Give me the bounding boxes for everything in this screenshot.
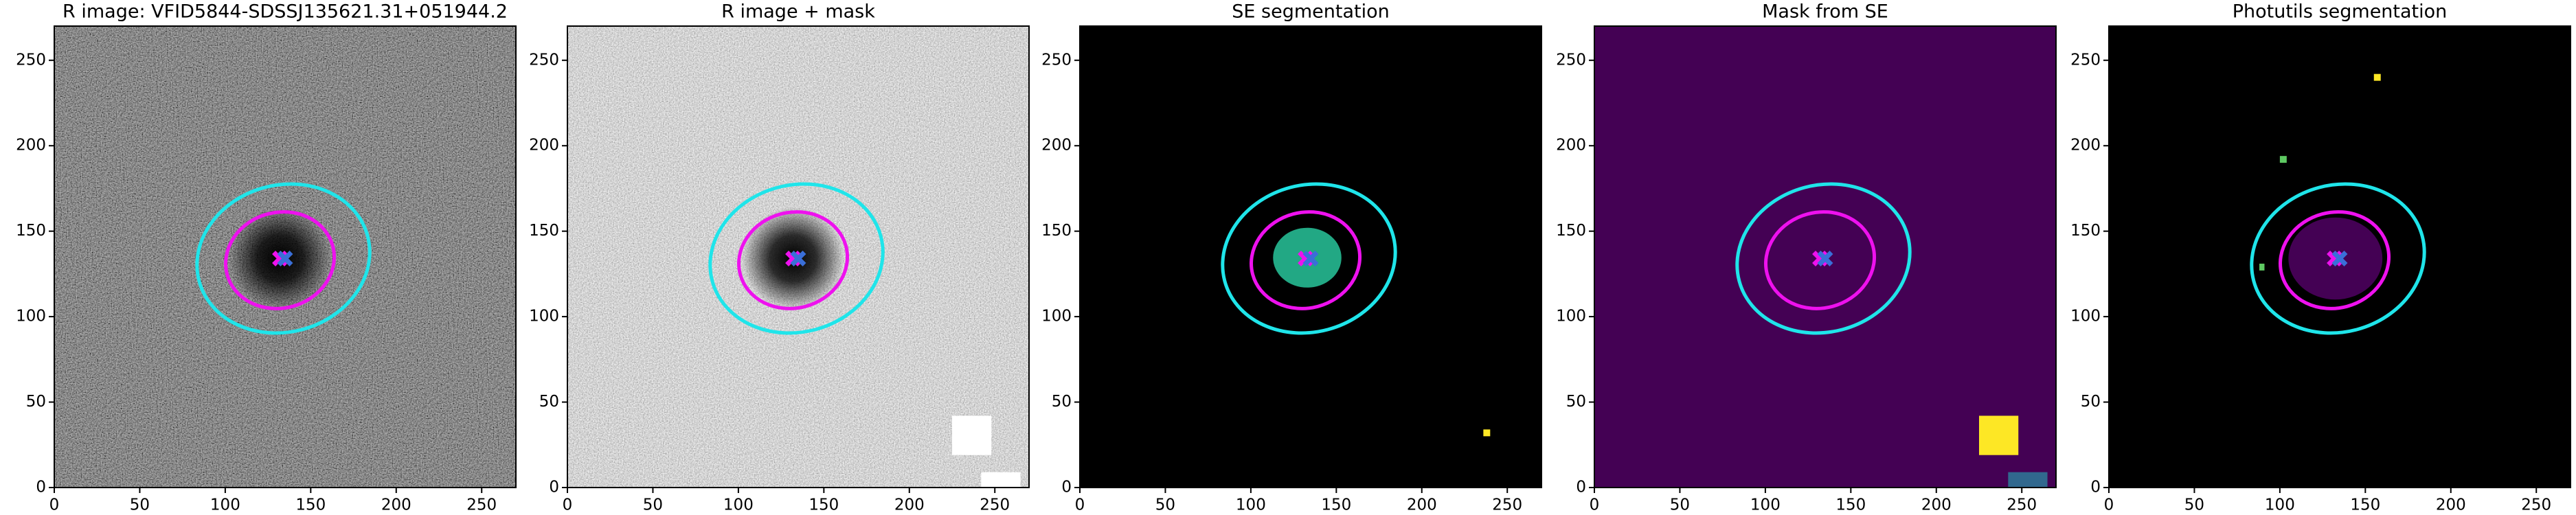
axes-frame bbox=[1079, 25, 1542, 488]
panel: R image + mask 0 50 100 150 200 250 0 50 100 150 20… bbox=[529, 1, 1030, 514]
y-tick-label: 200 bbox=[2070, 137, 2101, 154]
x-tick-label: 150 bbox=[2350, 496, 2380, 514]
y-tick-label: 0 bbox=[1576, 479, 1586, 496]
y-tick-label: 150 bbox=[16, 222, 46, 240]
x-tick-label: 250 bbox=[2007, 496, 2037, 514]
x-tick-label: 200 bbox=[1921, 496, 1952, 514]
x-tick-label: 150 bbox=[295, 496, 326, 514]
x-tick-label: 0 bbox=[2104, 496, 2114, 514]
y-tick-label: 250 bbox=[1041, 51, 1072, 69]
panel: R image: VFID5844-SDSSJ135621.31+051944.… bbox=[16, 1, 517, 514]
center-marker bbox=[790, 251, 806, 266]
aperture-ellipse bbox=[224, 210, 337, 310]
aperture-ellipse bbox=[195, 182, 372, 335]
y-tick-label: 100 bbox=[1041, 308, 1072, 325]
x-tick-label: 200 bbox=[2436, 496, 2466, 514]
x-tick-label: 200 bbox=[381, 496, 411, 514]
center-marker bbox=[2331, 251, 2348, 266]
y-tick-label: 250 bbox=[1556, 51, 1586, 69]
y-tick-label: 0 bbox=[36, 479, 46, 496]
y-tick-label: 250 bbox=[2070, 51, 2101, 69]
region bbox=[2279, 156, 2287, 163]
y-tick-label: 150 bbox=[1041, 222, 1072, 240]
y-tick-label: 50 bbox=[26, 393, 46, 411]
x-tick-label: 50 bbox=[130, 496, 150, 514]
aperture-ellipse bbox=[708, 182, 885, 335]
x-tick-label: 100 bbox=[1236, 496, 1266, 514]
y-tick-label: 50 bbox=[1052, 393, 1072, 411]
aperture-ellipse bbox=[1764, 210, 1877, 310]
panel-title: R image: VFID5844-SDSSJ135621.31+051944.… bbox=[63, 1, 508, 23]
y-tick-label: 0 bbox=[1061, 479, 1072, 496]
y-tick-label: 100 bbox=[1556, 308, 1586, 325]
axes-frame bbox=[567, 25, 1030, 488]
aperture-ellipse bbox=[1250, 210, 1362, 310]
x-tick-label: 0 bbox=[49, 496, 60, 514]
y-tick-label: 50 bbox=[539, 393, 559, 411]
x-tick-label: 150 bbox=[809, 496, 839, 514]
x-tick-label: 250 bbox=[2521, 496, 2551, 514]
y-tick-label: 50 bbox=[1566, 393, 1586, 411]
x-tick-label: 250 bbox=[980, 496, 1010, 514]
x-tick-label: 150 bbox=[1321, 496, 1351, 514]
axes-frame bbox=[2108, 25, 2571, 488]
center-marker bbox=[277, 251, 293, 266]
y-tick-label: 100 bbox=[16, 308, 46, 325]
panel-title: SE segmentation bbox=[1232, 1, 1389, 23]
panel: SE segmentation 0 50 100 150 200 250 0 50 100 150 2… bbox=[1041, 1, 1542, 514]
y-tick-label: 200 bbox=[1556, 137, 1586, 154]
x-tick-label: 100 bbox=[1750, 496, 1781, 514]
aperture-ellipse bbox=[737, 210, 850, 310]
region bbox=[1483, 429, 1491, 437]
panel-title: Photutils segmentation bbox=[2233, 1, 2448, 23]
axes-frame bbox=[54, 25, 517, 488]
aperture-ellipse bbox=[1221, 182, 1397, 335]
x-tick-label: 150 bbox=[1835, 496, 1866, 514]
x-tick-label: 0 bbox=[1590, 496, 1600, 514]
x-tick-label: 50 bbox=[1155, 496, 1175, 514]
region bbox=[952, 415, 992, 455]
x-tick-label: 0 bbox=[563, 496, 573, 514]
y-tick-label: 200 bbox=[1041, 137, 1072, 154]
y-tick-label: 0 bbox=[549, 479, 559, 496]
x-tick-label: 100 bbox=[2265, 496, 2295, 514]
center-marker bbox=[1817, 251, 1833, 266]
y-tick-label: 250 bbox=[16, 51, 46, 69]
x-tick-label: 100 bbox=[723, 496, 754, 514]
region bbox=[2259, 263, 2265, 271]
x-tick-label: 250 bbox=[1492, 496, 1522, 514]
panel-title: Mask from SE bbox=[1762, 1, 1888, 23]
x-tick-label: 50 bbox=[1670, 496, 1690, 514]
y-tick-label: 150 bbox=[529, 222, 559, 240]
panel: Photutils segmentation 0 50 100 150 200 250 0 50… bbox=[2070, 1, 2571, 514]
y-tick-label: 250 bbox=[529, 51, 559, 69]
y-tick-label: 150 bbox=[1556, 222, 1586, 240]
y-tick-label: 100 bbox=[529, 308, 559, 325]
aperture-ellipse bbox=[2250, 182, 2426, 335]
axes-frame bbox=[1594, 25, 2057, 488]
y-tick-label: 100 bbox=[2070, 308, 2101, 325]
region bbox=[2373, 73, 2381, 81]
panel-title: R image + mask bbox=[721, 1, 875, 23]
panel: Mask from SE 0 50 100 150 200 250 0 50 100 150 200 2… bbox=[1556, 1, 2057, 514]
x-tick-label: 200 bbox=[894, 496, 925, 514]
y-tick-label: 200 bbox=[529, 137, 559, 154]
y-tick-label: 50 bbox=[2081, 393, 2101, 411]
region bbox=[981, 472, 1021, 488]
x-tick-label: 250 bbox=[466, 496, 497, 514]
aperture-ellipse bbox=[2279, 210, 2391, 310]
region bbox=[2008, 472, 2048, 488]
aperture-ellipse bbox=[1735, 182, 1912, 335]
center-marker bbox=[1302, 251, 1319, 266]
region bbox=[1979, 415, 2019, 455]
y-tick-label: 150 bbox=[2070, 222, 2101, 240]
y-tick-label: 200 bbox=[16, 137, 46, 154]
x-tick-label: 50 bbox=[2184, 496, 2204, 514]
x-tick-label: 100 bbox=[210, 496, 240, 514]
x-tick-label: 0 bbox=[1075, 496, 1085, 514]
x-tick-label: 200 bbox=[1407, 496, 1437, 514]
x-tick-label: 50 bbox=[643, 496, 663, 514]
y-tick-label: 0 bbox=[2090, 479, 2101, 496]
